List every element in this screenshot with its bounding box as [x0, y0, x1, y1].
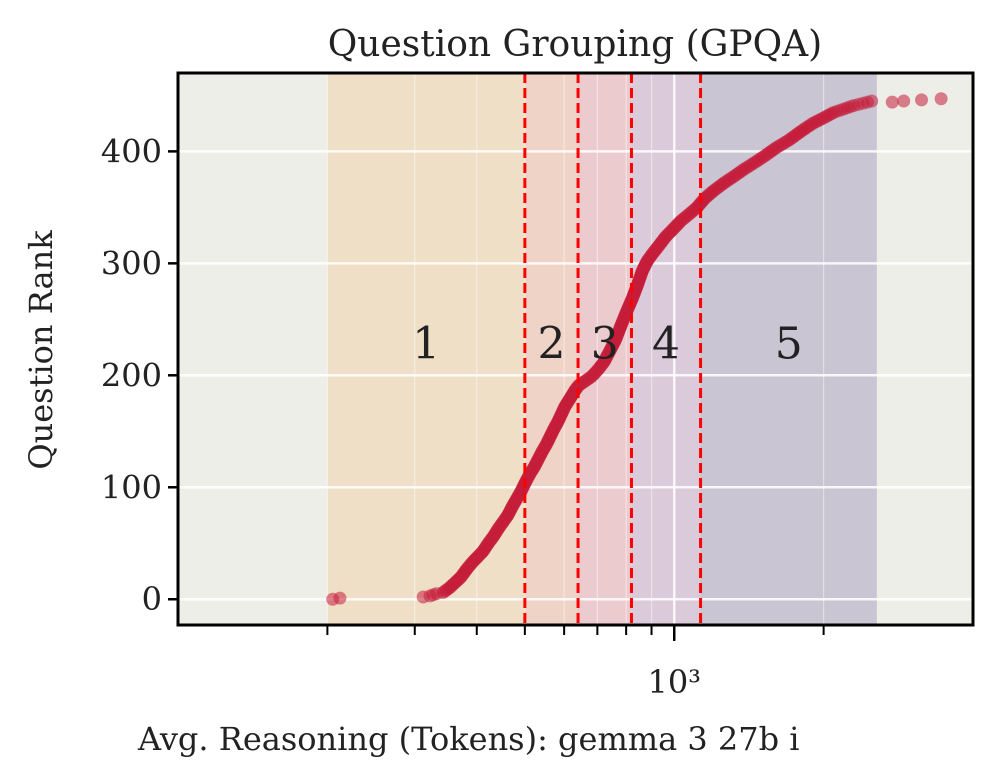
data-point — [333, 591, 347, 605]
group-label: 4 — [652, 319, 680, 370]
group-band-5 — [700, 73, 877, 625]
group-label: 1 — [412, 319, 440, 370]
group-band-4 — [631, 73, 701, 625]
group-label: 5 — [775, 319, 803, 370]
y-tick-label: 100 — [101, 468, 162, 506]
group-label: 2 — [537, 319, 565, 370]
y-tick-label: 200 — [101, 356, 162, 394]
y-tick-label: 300 — [101, 244, 162, 282]
data-point — [915, 93, 929, 107]
group-label: 3 — [591, 319, 619, 370]
y-tick-label: 0 — [142, 580, 162, 618]
x-tick-label: 10³ — [647, 663, 701, 701]
x-axis-label: Avg. Reasoning (Tokens): gemma 3 27b i — [137, 720, 800, 758]
plot-frame — [176, 71, 975, 627]
plot-area: 1 2 3 4 5 0 100 200 300 400 10³ — [101, 71, 975, 701]
y-tick-label: 400 — [101, 132, 162, 170]
data-point — [885, 95, 899, 109]
y-axis-label: Question Rank — [22, 230, 60, 470]
data-point — [934, 92, 948, 106]
plot-background — [178, 73, 973, 625]
group-band-2 — [524, 73, 579, 625]
data-point — [897, 94, 911, 108]
data-point — [865, 94, 879, 108]
chart-title: Question Grouping (GPQA) — [328, 24, 822, 65]
